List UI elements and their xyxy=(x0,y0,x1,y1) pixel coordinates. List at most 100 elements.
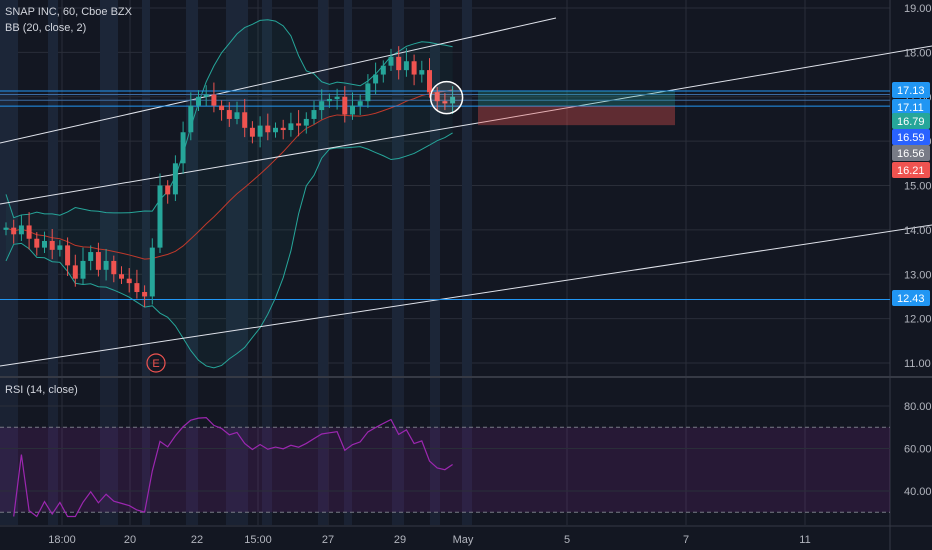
candle[interactable] xyxy=(219,100,225,121)
candle[interactable] xyxy=(65,237,71,277)
candle[interactable] xyxy=(111,255,117,283)
channel-line-2[interactable] xyxy=(0,45,932,205)
candle[interactable] xyxy=(157,173,163,253)
candle[interactable] xyxy=(142,285,148,308)
candle-body xyxy=(396,56,402,71)
candle[interactable] xyxy=(288,112,294,137)
candle[interactable] xyxy=(11,219,17,244)
candle[interactable] xyxy=(350,92,355,120)
candle[interactable] xyxy=(419,60,425,83)
rsi-pane[interactable] xyxy=(0,405,890,518)
channel-line-1[interactable] xyxy=(0,17,557,144)
price-tag[interactable]: 17.11 xyxy=(892,99,930,115)
price-tick-label: 18.00 xyxy=(904,47,932,59)
candle[interactable] xyxy=(88,245,94,271)
candle[interactable] xyxy=(373,62,379,95)
candle[interactable] xyxy=(319,89,325,120)
position-target-zone[interactable] xyxy=(478,90,675,107)
candle[interactable] xyxy=(427,58,432,98)
candle[interactable] xyxy=(196,90,201,111)
candle[interactable] xyxy=(234,101,240,125)
price-axis[interactable]: 11.0012.0013.0014.0015.0016.0017.0018.00… xyxy=(892,3,932,498)
rsi-legend[interactable]: RSI (14, close) xyxy=(5,384,78,396)
price-tag[interactable]: 16.59 xyxy=(892,129,930,145)
candle-body xyxy=(72,265,78,279)
price-tag[interactable]: 16.56 xyxy=(892,145,930,161)
candle[interactable] xyxy=(49,228,55,260)
candle[interactable] xyxy=(326,93,332,108)
candle[interactable] xyxy=(450,86,456,115)
candle[interactable] xyxy=(119,266,124,285)
event-markers[interactable]: E xyxy=(146,353,166,373)
time-axis[interactable]: 18:00 20 22 15:00 27 29 May 5 7 11 xyxy=(48,534,810,546)
price-tag-bg xyxy=(892,129,930,145)
session-shade xyxy=(462,378,472,525)
bb-legend[interactable]: BB (20, close, 2) xyxy=(5,22,87,34)
candle[interactable] xyxy=(303,112,309,134)
candle[interactable] xyxy=(342,86,348,123)
candle[interactable] xyxy=(42,231,47,253)
price-tag[interactable]: 17.13 xyxy=(892,82,930,98)
candle[interactable] xyxy=(334,88,340,110)
candle[interactable] xyxy=(72,254,78,287)
candle-body xyxy=(434,92,440,102)
bb-basis-line[interactable] xyxy=(5,89,453,260)
candle[interactable] xyxy=(103,248,109,281)
candle[interactable] xyxy=(280,119,286,140)
candle[interactable] xyxy=(188,92,194,141)
price-tag-label: 16.21 xyxy=(897,165,925,177)
candle[interactable] xyxy=(411,54,417,86)
candle[interactable] xyxy=(388,48,394,72)
candle[interactable] xyxy=(434,86,440,111)
candle[interactable] xyxy=(80,247,86,285)
candle[interactable] xyxy=(57,240,63,257)
trend-channel-lines xyxy=(0,17,932,367)
price-tag[interactable]: 16.21 xyxy=(892,162,930,178)
candle[interactable] xyxy=(211,82,217,113)
symbol-legend[interactable]: SNAP INC, 60, Cboe BZX xyxy=(5,6,132,18)
session-shade xyxy=(0,0,18,376)
candle[interactable] xyxy=(134,269,140,299)
candle[interactable] xyxy=(165,180,171,204)
candle[interactable] xyxy=(26,212,32,250)
candle[interactable] xyxy=(265,113,271,141)
candle[interactable] xyxy=(396,46,402,80)
candle[interactable] xyxy=(273,122,278,138)
price-tag[interactable]: 16.79 xyxy=(892,113,930,129)
time-tick-label: 18:00 xyxy=(48,534,76,546)
time-tick-label: 22 xyxy=(191,534,203,546)
rsi-line[interactable] xyxy=(13,417,453,518)
position-stop-zone[interactable] xyxy=(478,106,675,126)
candle[interactable] xyxy=(226,102,232,127)
candle[interactable] xyxy=(3,222,9,236)
candle[interactable] xyxy=(365,74,371,108)
candle[interactable] xyxy=(180,121,186,174)
bb-upper-line[interactable] xyxy=(5,19,453,219)
candle[interactable] xyxy=(172,155,178,202)
channel-line-3[interactable] xyxy=(0,224,932,367)
candle[interactable] xyxy=(257,116,263,148)
candle[interactable] xyxy=(149,238,155,305)
earnings-marker[interactable]: E xyxy=(146,353,166,373)
candle[interactable] xyxy=(249,121,255,144)
candle[interactable] xyxy=(442,93,448,111)
price-tag-label: 17.11 xyxy=(897,102,924,114)
candle[interactable] xyxy=(34,232,40,256)
candle[interactable] xyxy=(403,47,409,77)
candle[interactable] xyxy=(357,94,363,115)
candle[interactable] xyxy=(95,242,101,277)
candle-body xyxy=(411,61,417,75)
candle[interactable] xyxy=(311,100,317,125)
candle[interactable] xyxy=(242,98,248,138)
candle[interactable] xyxy=(126,268,132,293)
candle[interactable] xyxy=(18,214,24,241)
candle[interactable] xyxy=(203,85,209,107)
candle[interactable] xyxy=(296,110,302,137)
position-box[interactable] xyxy=(478,90,675,126)
highlight-circle[interactable] xyxy=(429,80,464,115)
candlestick-series[interactable] xyxy=(3,46,464,308)
candle[interactable] xyxy=(380,60,386,83)
bb-lower-line[interactable] xyxy=(5,132,453,369)
price-tag[interactable]: 12.43 xyxy=(892,290,930,306)
